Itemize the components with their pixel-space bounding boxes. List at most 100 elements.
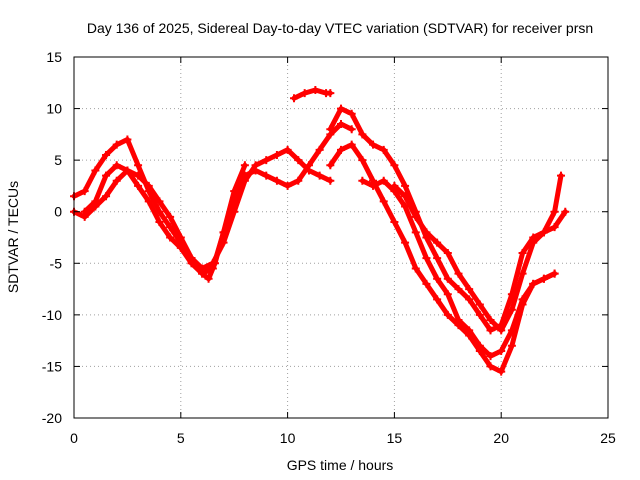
data-point bbox=[379, 145, 388, 154]
data-point bbox=[283, 145, 292, 154]
data-point bbox=[123, 166, 132, 175]
data-point bbox=[230, 187, 239, 196]
data-point bbox=[347, 125, 356, 134]
data-point bbox=[539, 228, 548, 237]
data-point bbox=[337, 104, 345, 113]
x-tick-labels: 0 5 10 15 20 25 bbox=[70, 430, 616, 446]
x-tick-label: 25 bbox=[600, 430, 616, 446]
data-point bbox=[219, 228, 228, 237]
data-point bbox=[326, 161, 335, 170]
data-point bbox=[475, 310, 484, 319]
x-tick-label: 15 bbox=[387, 430, 403, 446]
data-point bbox=[166, 233, 175, 242]
data-point bbox=[358, 176, 367, 185]
data-point bbox=[283, 181, 292, 190]
data-point bbox=[497, 326, 506, 335]
data-point bbox=[486, 352, 495, 361]
data-point bbox=[507, 326, 516, 335]
data-point bbox=[411, 264, 420, 273]
data-point bbox=[134, 181, 143, 190]
data-point bbox=[443, 274, 452, 283]
y-tick-label: -10 bbox=[42, 307, 62, 323]
x-tick-label: 5 bbox=[177, 430, 185, 446]
series-line bbox=[391, 183, 568, 333]
data-point bbox=[557, 171, 566, 180]
data-point bbox=[486, 362, 495, 371]
data-point bbox=[272, 150, 281, 159]
x-tick-label: 20 bbox=[493, 430, 509, 446]
data-point bbox=[290, 94, 299, 103]
data-point bbox=[204, 274, 213, 283]
data-point bbox=[102, 171, 111, 180]
data-point bbox=[507, 305, 516, 314]
data-point bbox=[134, 161, 143, 170]
data-point bbox=[401, 238, 410, 247]
data-point bbox=[262, 156, 271, 165]
data-point bbox=[433, 254, 442, 263]
data-point bbox=[422, 254, 431, 263]
data-point bbox=[155, 218, 164, 227]
data-point bbox=[294, 176, 303, 185]
data-point bbox=[411, 212, 420, 221]
y-tick-label: 15 bbox=[46, 49, 62, 65]
data-point bbox=[539, 274, 548, 283]
data-point bbox=[390, 218, 399, 227]
data-point bbox=[80, 187, 89, 196]
data-point bbox=[443, 310, 452, 319]
data-point bbox=[411, 228, 420, 237]
data-point bbox=[390, 181, 399, 190]
data-point bbox=[166, 212, 175, 221]
data-point bbox=[486, 326, 495, 335]
data-point bbox=[311, 86, 320, 95]
x-axis-label: GPS time / hours bbox=[287, 457, 394, 473]
data-point bbox=[475, 341, 484, 350]
data-point bbox=[550, 269, 559, 278]
series-track-6 bbox=[326, 104, 566, 335]
data-point bbox=[176, 243, 185, 252]
data-point bbox=[315, 171, 324, 180]
data-point bbox=[390, 161, 399, 170]
data-point bbox=[561, 207, 570, 216]
data-point bbox=[144, 197, 153, 206]
data-point bbox=[369, 140, 378, 149]
series-track-7 bbox=[358, 176, 559, 361]
data-point bbox=[422, 279, 431, 288]
data-point bbox=[358, 156, 367, 165]
chart-title: Day 136 of 2025, Sidereal Day-to-day VTE… bbox=[87, 20, 593, 36]
data-point bbox=[240, 176, 249, 185]
y-tick-label: -5 bbox=[50, 255, 63, 271]
data-point bbox=[304, 166, 313, 175]
data-point bbox=[454, 285, 463, 294]
y-tick-labels: -20 -15 -10 -5 0 5 10 15 bbox=[42, 49, 62, 426]
series-track-4 bbox=[290, 86, 335, 103]
y-tick-label: 0 bbox=[54, 204, 62, 220]
series-track-3 bbox=[80, 161, 249, 278]
data-point bbox=[337, 145, 345, 154]
data-point bbox=[465, 285, 474, 294]
data-point bbox=[401, 192, 410, 201]
data-point bbox=[475, 300, 484, 309]
data-point bbox=[166, 223, 175, 232]
data-point bbox=[262, 171, 271, 180]
series-track-8 bbox=[390, 181, 570, 335]
data-point bbox=[401, 181, 410, 190]
data-point bbox=[112, 161, 121, 170]
data-point bbox=[433, 295, 442, 304]
data-point bbox=[465, 326, 474, 335]
data-point bbox=[123, 135, 132, 144]
data-point bbox=[379, 176, 388, 185]
series-line bbox=[291, 87, 333, 101]
data-point bbox=[379, 197, 388, 206]
data-point bbox=[454, 269, 463, 278]
data-point bbox=[518, 269, 527, 278]
data-point bbox=[326, 125, 335, 134]
data-point bbox=[507, 341, 516, 350]
y-tick-label: -20 bbox=[42, 410, 62, 426]
data-point bbox=[347, 140, 356, 149]
data-point bbox=[326, 176, 335, 185]
data-point bbox=[102, 150, 111, 159]
data-point bbox=[443, 290, 452, 299]
y-tick-label: 5 bbox=[54, 152, 62, 168]
data-point bbox=[529, 238, 538, 247]
